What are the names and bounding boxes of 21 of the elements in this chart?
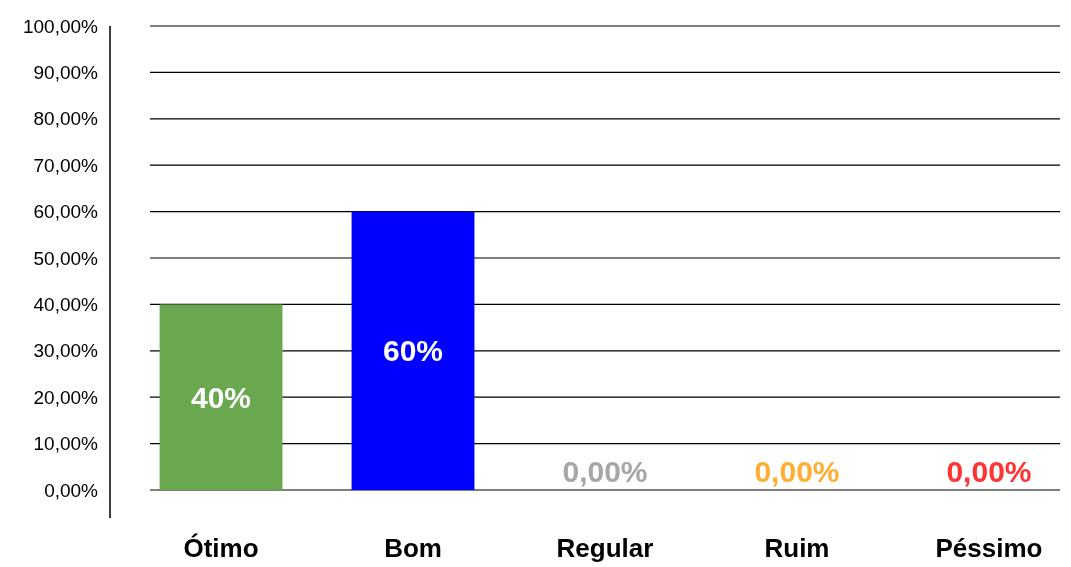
x-tick-label: Péssimo xyxy=(935,533,1043,563)
y-tick-label: 20,00% xyxy=(33,386,99,408)
x-tick-label: Bom xyxy=(384,533,442,563)
y-tick-label: 50,00% xyxy=(33,247,99,269)
y-tick-label: 70,00% xyxy=(33,154,99,176)
data-label: 40% xyxy=(191,380,252,414)
x-tick-label: Ruim xyxy=(764,533,830,563)
y-tick-label: 60,00% xyxy=(33,201,99,223)
x-tick-label: Ótimo xyxy=(183,533,259,563)
data-label: 0,00% xyxy=(754,455,840,488)
y-tick-label: 30,00% xyxy=(33,340,99,362)
y-tick-label: 0,00% xyxy=(44,479,99,501)
data-label: 0,00% xyxy=(946,455,1032,488)
y-tick-label: 10,00% xyxy=(33,433,99,455)
y-tick-label: 100,00% xyxy=(22,15,99,37)
data-label: 0,00% xyxy=(562,455,648,488)
y-tick-label: 90,00% xyxy=(33,62,99,84)
y-tick-label: 80,00% xyxy=(33,108,99,130)
data-label: 60% xyxy=(382,334,444,368)
x-tick-label: Regular xyxy=(556,533,654,563)
y-tick-label: 40,00% xyxy=(33,294,99,316)
